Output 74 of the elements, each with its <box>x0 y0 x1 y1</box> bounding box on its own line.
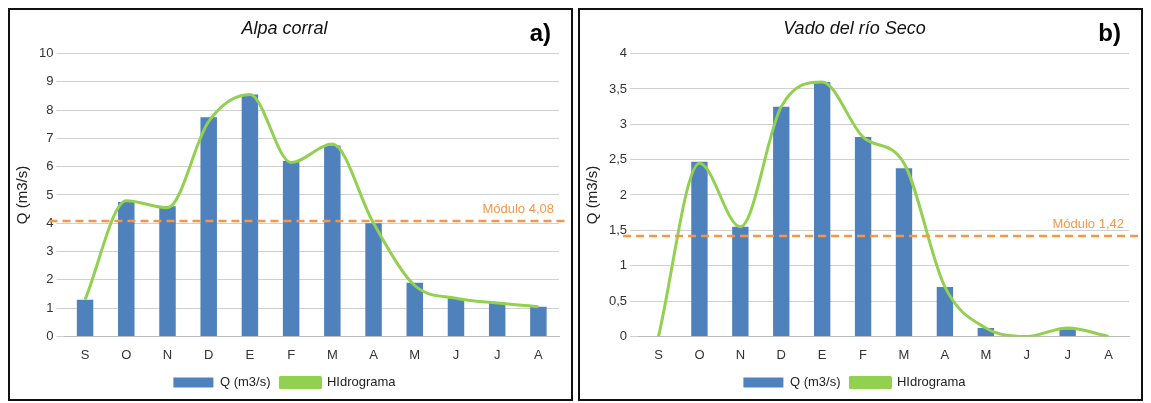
x-tick-label: A <box>534 346 544 362</box>
y-tick-label: 2 <box>46 271 54 287</box>
text: a) <box>529 18 551 46</box>
bar <box>118 202 135 336</box>
x-tick-label: M <box>980 346 992 362</box>
bar <box>813 81 831 336</box>
y-tick-label: 1,5 <box>608 221 628 237</box>
ref-line-label: Módulo 1,42 <box>1052 216 1124 232</box>
y-tick-label: 7 <box>46 130 54 146</box>
x-tick-label: S <box>80 346 90 362</box>
y-axis-title: Q (m3/s) <box>583 165 601 225</box>
bar <box>691 161 708 336</box>
bar <box>895 168 913 336</box>
bar <box>530 306 547 336</box>
chart-title: Vado del río Seco <box>783 17 926 38</box>
x-tick-label: N <box>162 346 173 362</box>
legend-label: HIdrograma <box>326 374 397 390</box>
x-tick-label: J <box>1023 346 1030 362</box>
y-tick-label: 1 <box>619 257 628 273</box>
bar <box>406 282 423 336</box>
x-tick-label: M <box>409 346 421 362</box>
x-tick-label: S <box>654 346 664 362</box>
x-tick-label: J <box>493 346 501 362</box>
legend-label: HIdrograma <box>896 374 967 390</box>
bar <box>159 206 176 336</box>
x-tick-label: J <box>1064 346 1071 362</box>
x-tick-label: A <box>940 346 950 362</box>
bar <box>854 137 872 336</box>
y-tick-label: 5 <box>46 186 54 202</box>
x-tick-label: E <box>245 346 255 362</box>
bar <box>241 94 259 336</box>
bar <box>447 298 465 336</box>
x-tick-label: A <box>369 346 379 362</box>
y-axis-title: Q (m3/s) <box>13 165 31 225</box>
y-tick-label: 3 <box>619 115 628 131</box>
x-tick-label: O <box>121 346 132 362</box>
y-tick-label: 6 <box>46 158 54 174</box>
legend-label: Q (m3/s) <box>789 374 841 390</box>
bar <box>773 106 790 336</box>
bar <box>732 226 749 336</box>
bar <box>365 223 382 336</box>
x-tick-label: F <box>859 346 868 362</box>
bar <box>936 286 954 336</box>
y-tick-label: 0 <box>46 327 54 343</box>
x-tick-label: J <box>452 346 460 362</box>
bar <box>488 302 506 336</box>
y-tick-label: 3 <box>46 243 54 259</box>
y-tick-label: 0,5 <box>608 292 628 308</box>
y-tick-label: 10 <box>38 45 54 61</box>
y-tick-label: 8 <box>46 101 54 117</box>
ref-line-label: Módulo 4,08 <box>482 201 554 217</box>
y-tick-label: 4 <box>619 45 628 61</box>
x-tick-label: M <box>326 346 338 362</box>
y-tick-label: 1 <box>46 299 54 315</box>
y-tick-label: 3,5 <box>608 80 628 96</box>
x-tick-label: O <box>694 346 705 362</box>
bar <box>76 299 94 336</box>
legend-label: Q (m3/s) <box>219 374 271 390</box>
x-tick-label: M <box>898 346 910 362</box>
y-tick-label: 0 <box>619 327 628 343</box>
y-tick-label: 2 <box>619 186 628 202</box>
x-tick-label: D <box>776 346 786 362</box>
x-tick-label: A <box>1104 346 1114 362</box>
chart-title: Alpa corral <box>240 17 329 38</box>
x-tick-label: N <box>735 346 746 362</box>
x-tick-label: F <box>287 346 296 362</box>
bar <box>324 145 341 336</box>
y-tick-label: 9 <box>46 73 54 89</box>
bar <box>200 117 217 336</box>
bar <box>282 161 300 336</box>
x-tick-label: E <box>817 346 827 362</box>
y-tick-label: 2,5 <box>608 151 628 167</box>
x-tick-label: D <box>204 346 214 362</box>
text: b) <box>1098 18 1121 46</box>
